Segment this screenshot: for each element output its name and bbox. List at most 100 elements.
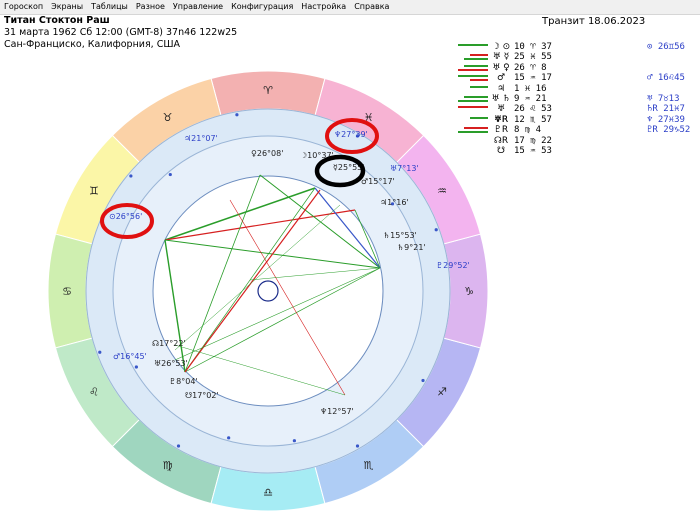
planet-symbol: ☽ ⊙ — [491, 42, 511, 52]
natal-position: 26 ♌ 53 — [514, 104, 552, 115]
ring-tick — [168, 172, 172, 177]
zodiac-sign-icon: ♋ — [62, 285, 72, 298]
zodiac-sign-icon: ♒ — [437, 185, 447, 198]
aspect-line — [354, 209, 381, 269]
natal-planet-label: ☊17°22' — [152, 339, 186, 348]
wheel-center — [257, 280, 279, 302]
highlight-circle — [100, 203, 154, 239]
planet-row: ☋ 15 ♒ 53 — [452, 146, 700, 156]
ring-tick — [355, 134, 360, 138]
ring-tick — [421, 378, 425, 383]
aspect-line — [174, 267, 381, 361]
planet-row: ♅ ♀ 26 ♈ 8 — [452, 63, 700, 73]
transit-position: ⊙ 26♊56 — [647, 42, 685, 52]
menu-misc[interactable]: Разное — [135, 2, 165, 11]
planet-symbol: ♃ — [496, 83, 506, 94]
aspect-line — [249, 267, 381, 281]
transit-planet-label: ♇29°52' — [436, 261, 470, 270]
natal-planet-label: ☽10°37' — [300, 151, 334, 160]
aspect-line — [184, 189, 321, 373]
menu-bar: Гороскоп Экраны Таблицы Разное Управлени… — [0, 0, 700, 15]
aspect-bar — [470, 54, 488, 57]
planet-positions-table: ☽ ⊙ 10 ♈ 37 ⊙ 26♊56 ♅ ☿ 25 ♓ 55 ♅ ♀ 26 ♈ 8 ♂ 15 … — [452, 42, 700, 156]
zodiac-sign-icon: ♍ — [163, 459, 173, 472]
planet-symbol: ♂ — [496, 73, 506, 84]
planet-symbol: ♅ ♄ — [491, 93, 511, 104]
planet-symbol: ♇R — [493, 125, 509, 136]
aspect-line — [259, 174, 381, 269]
aspect-line — [174, 344, 346, 396]
aspect-bars — [452, 42, 488, 52]
planet-row: ☽ ⊙ 10 ♈ 37 ⊙ 26♊56 — [452, 42, 700, 52]
aspect-line — [229, 199, 346, 396]
planet-row: ♆R 12 ♏ 57 ♆ 27♓39 — [452, 115, 700, 125]
ring-tick — [434, 228, 438, 232]
zodiac-sign-icon: ♎ — [263, 486, 273, 499]
zodiac-sign-icon: ♌ — [89, 386, 99, 399]
natal-position: 9 ♒ 21 — [514, 93, 547, 104]
menu-horoscope[interactable]: Гороскоп — [4, 2, 44, 11]
natal-planet-label: ☿25°55' — [333, 163, 364, 172]
planet-symbol: ♆R — [493, 114, 509, 125]
aspect-bar — [458, 106, 488, 109]
aspect-line — [184, 267, 381, 373]
aspect-bar — [470, 116, 488, 119]
transit-title: Транзит 18.06.2023 — [542, 16, 646, 27]
person-name: Титан Стоктон Раш — [4, 15, 110, 26]
aspect-bar — [458, 44, 488, 46]
aspect-bars — [452, 63, 488, 73]
chart-header: Титан Стоктон Раш 31 марта 1962 Сб 12:00… — [4, 15, 237, 51]
zodiac-sign-icon: ♓ — [364, 111, 374, 124]
natal-planet-label: ♂15°17' — [361, 177, 395, 186]
aspect-line — [174, 204, 341, 351]
planet-symbol: ☊R — [493, 135, 509, 146]
highlight-circle — [325, 118, 379, 154]
aspect-bar — [458, 131, 488, 134]
menu-tables[interactable]: Таблицы — [91, 2, 128, 11]
natal-planet-label: ♃1°16' — [380, 198, 409, 207]
natal-position: 26 ♈ 8 — [514, 62, 547, 73]
ring-tick — [292, 439, 296, 443]
zodiac-sign-icon: ♊ — [89, 185, 99, 198]
ring-tick — [129, 174, 133, 178]
planet-row: ♂ 15 ♒ 17 ♂ 16♌45 — [452, 73, 700, 83]
aspect-bars — [452, 125, 488, 135]
ring-tick — [98, 350, 102, 354]
menu-settings[interactable]: Настройка — [301, 2, 347, 11]
aspect-bar — [458, 75, 488, 78]
natal-planet-label: ♄15°53' — [383, 231, 417, 240]
transit-position: ♇R 29♑52 — [647, 125, 691, 136]
aspect-line — [184, 174, 261, 373]
transit-planet-label: ♃21°07' — [184, 134, 218, 143]
planet-symbol: ☋ — [497, 145, 505, 156]
planet-row: ♃ 1 ♓ 16 — [452, 84, 700, 94]
birth-data: 31 марта 1962 Сб 12:00 (GMT-8) 37n46 122… — [4, 27, 238, 38]
aspect-bars — [452, 104, 488, 114]
menu-help[interactable]: Справка — [354, 2, 390, 11]
natal-position: 17 ♍ 22 — [514, 135, 552, 146]
menu-control[interactable]: Управление — [172, 2, 224, 11]
planet-row: ♇R 8 ♍ 4 ♇R 29♑52 — [452, 125, 700, 135]
aspect-line — [164, 239, 186, 373]
aspect-bar — [464, 58, 488, 61]
transit-planet-label: ♆27°39' — [334, 130, 368, 139]
natal-planet-label: ♄9°21' — [397, 243, 426, 252]
zodiac-sign-icon: ♉ — [163, 111, 173, 124]
aspect-bar — [458, 99, 488, 102]
aspect-line — [164, 209, 356, 241]
transit-position: ♂ 16♌45 — [647, 73, 685, 84]
aspect-bar — [464, 127, 488, 130]
planet-symbol: ♅ ☿ — [492, 52, 510, 63]
natal-position: 1 ♓ 16 — [514, 83, 547, 94]
zodiac-sign-icon: ♏ — [364, 459, 374, 472]
highlight-circle — [314, 154, 366, 188]
transit-planet-label: ♅7°13' — [390, 164, 419, 173]
natal-planet-label: ♀26°08' — [251, 149, 283, 158]
natal-position: 25 ♓ 55 — [514, 52, 552, 63]
aspect-line — [164, 187, 316, 241]
menu-configuration[interactable]: Конфигурация — [231, 2, 294, 11]
natal-position: 10 ♈ 37 — [514, 42, 552, 52]
ring-tick — [227, 436, 231, 440]
menu-screens[interactable]: Экраны — [51, 2, 84, 11]
ring-tick — [176, 444, 181, 448]
